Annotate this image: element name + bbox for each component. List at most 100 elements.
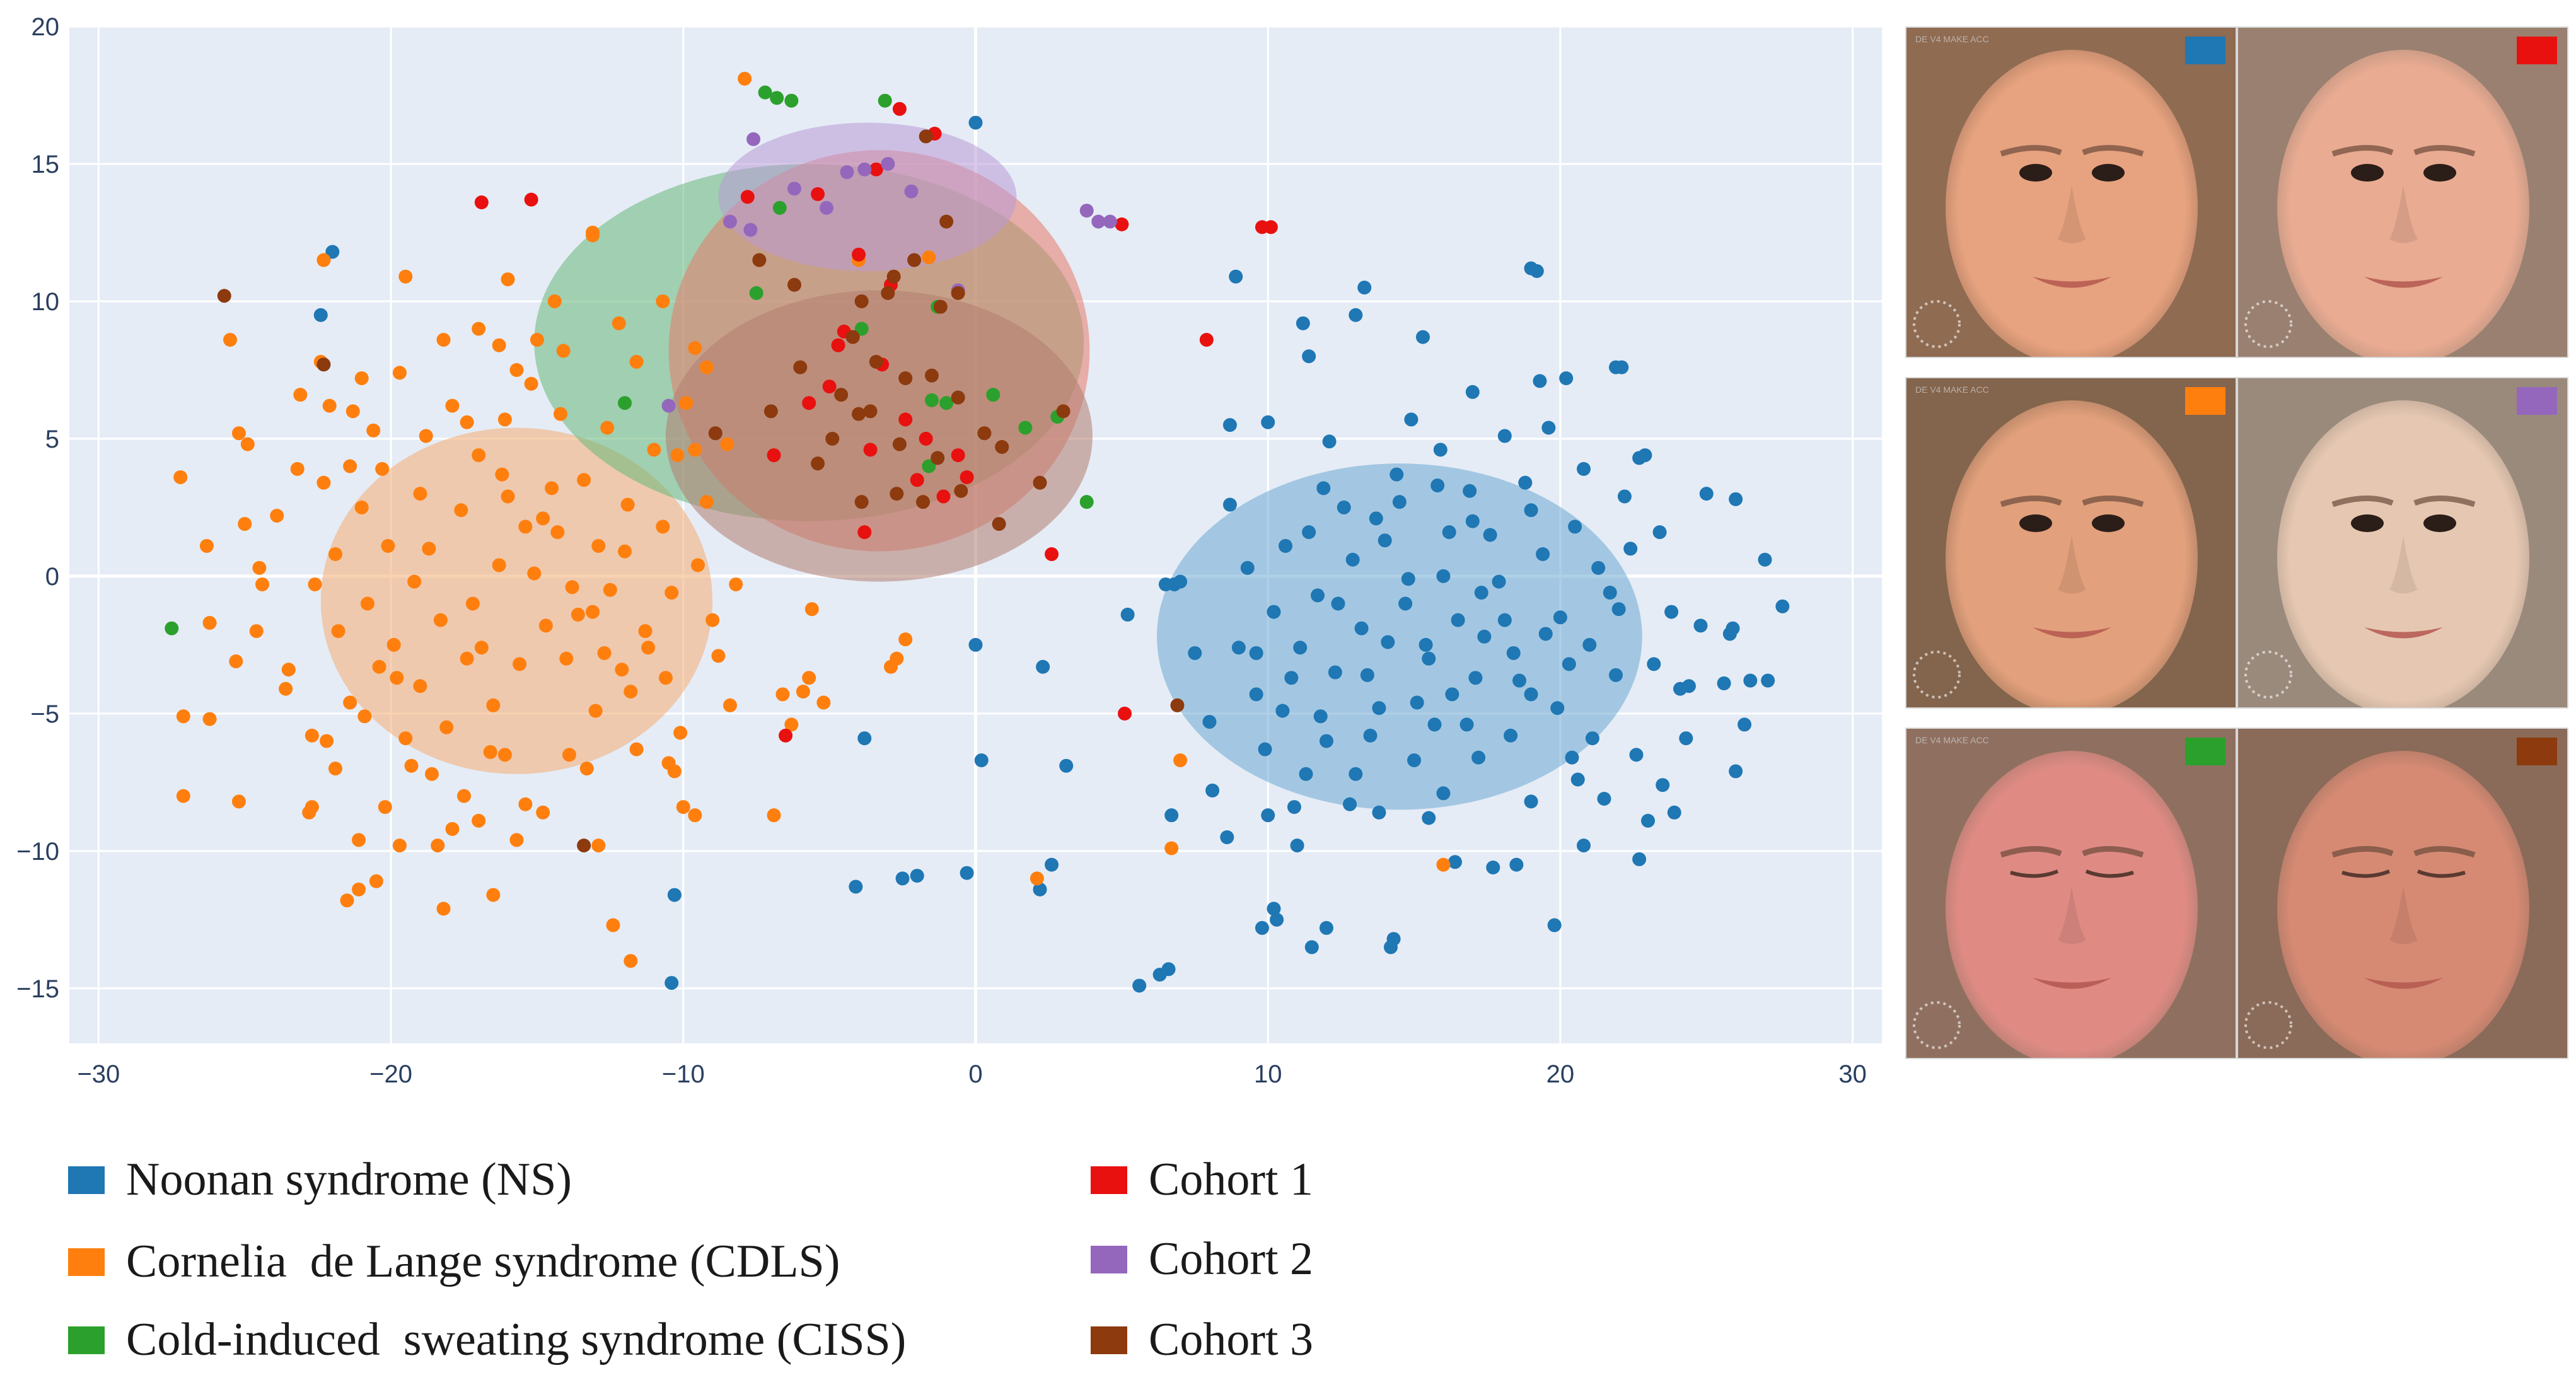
data-point: [1255, 920, 1269, 935]
data-point: [1775, 599, 1790, 613]
data-point: [176, 709, 190, 724]
data-point: [518, 797, 533, 811]
y-tick-label: 5: [45, 426, 59, 453]
data-point: [378, 800, 392, 815]
legend-label: Cohort 3: [1149, 1314, 1314, 1366]
data-point: [699, 495, 714, 509]
data-point: [898, 412, 913, 427]
data-point: [1170, 698, 1185, 712]
data-point: [849, 879, 863, 894]
face-color-tag: [2517, 37, 2557, 64]
data-point: [472, 448, 486, 463]
x-tick-label: 30: [1838, 1060, 1867, 1084]
data-point: [565, 580, 579, 594]
data-point: [249, 624, 264, 639]
data-point: [1570, 772, 1585, 787]
data-point: [1404, 412, 1419, 427]
data-point: [784, 717, 799, 732]
data-point: [968, 115, 983, 130]
data-point: [667, 764, 682, 779]
data-point: [688, 443, 702, 457]
data-point: [1202, 714, 1217, 729]
data-point: [1349, 308, 1363, 322]
data-point: [1459, 717, 1474, 732]
data-point: [1611, 602, 1626, 617]
data-point: [825, 431, 840, 446]
x-tick-label: −10: [662, 1060, 705, 1084]
data-point: [1603, 586, 1617, 600]
data-point: [1302, 349, 1316, 364]
y-tick-label: −10: [16, 838, 59, 866]
data-point: [1647, 657, 1661, 671]
data-point: [951, 390, 965, 405]
x-tick-label: 0: [968, 1060, 982, 1084]
data-point: [758, 85, 772, 100]
data-point: [802, 396, 816, 410]
data-point: [320, 734, 334, 748]
face-color-tag: [2517, 387, 2557, 415]
data-point: [793, 360, 808, 374]
data-point: [562, 748, 576, 762]
data-point: [1483, 528, 1497, 542]
data-point: [1415, 330, 1430, 344]
data-point: [1477, 629, 1492, 644]
data-point: [501, 272, 515, 287]
y-axis-ticks: −15 −10 −5 0 5 10 15 20: [16, 13, 59, 1003]
data-point: [495, 467, 509, 482]
y-tick-label: 15: [32, 151, 60, 178]
data-point: [638, 624, 653, 639]
data-point: [968, 637, 983, 652]
data-point: [667, 888, 682, 902]
data-point: [656, 519, 670, 534]
data-point: [811, 187, 825, 201]
data-point: [1536, 547, 1550, 562]
data-point: [591, 538, 606, 553]
data-point: [497, 412, 512, 427]
data-point: [1559, 371, 1574, 386]
data-point: [302, 805, 316, 820]
data-point: [624, 954, 638, 968]
data-point: [977, 426, 992, 441]
data-point: [1349, 767, 1363, 781]
data-point: [305, 728, 319, 743]
data-point: [556, 344, 571, 358]
data-point: [772, 200, 787, 215]
data-point: [1597, 792, 1611, 806]
data-point: [1115, 217, 1129, 231]
data-point: [1205, 783, 1220, 798]
data-point: [904, 184, 919, 199]
data-point: [1103, 214, 1117, 229]
data-point: [381, 538, 395, 553]
data-point: [474, 195, 489, 210]
data-point: [313, 308, 328, 322]
data-point: [1322, 434, 1337, 449]
data-point: [802, 671, 816, 685]
legend-swatch: [68, 1326, 105, 1354]
data-point: [1164, 841, 1179, 856]
data-point: [816, 695, 831, 710]
data-point: [1372, 805, 1386, 820]
data-point: [620, 497, 635, 512]
data-point: [1199, 332, 1214, 347]
data-point: [354, 371, 369, 386]
data-point: [1717, 676, 1731, 690]
cluster-ellipse-noonan-syndrome: [1157, 463, 1642, 810]
data-point: [1357, 281, 1372, 295]
data-point: [345, 404, 360, 419]
data-point: [1328, 665, 1342, 680]
data-point: [822, 380, 837, 394]
x-axis-ticks: −30 −20 −10 0 10 20 30: [77, 1060, 1866, 1084]
series-noonan-syndrome: [313, 115, 1790, 993]
data-point: [460, 651, 474, 666]
data-point: [524, 192, 538, 207]
data-point: [1615, 360, 1629, 374]
data-point: [857, 525, 872, 540]
data-point: [740, 190, 755, 204]
data-point: [624, 684, 638, 699]
data-point: [1033, 882, 1047, 896]
data-point: [413, 679, 427, 693]
legend-swatch: [68, 1166, 105, 1194]
data-point: [954, 484, 968, 498]
data-point: [729, 577, 743, 591]
data-point: [1492, 574, 1506, 589]
